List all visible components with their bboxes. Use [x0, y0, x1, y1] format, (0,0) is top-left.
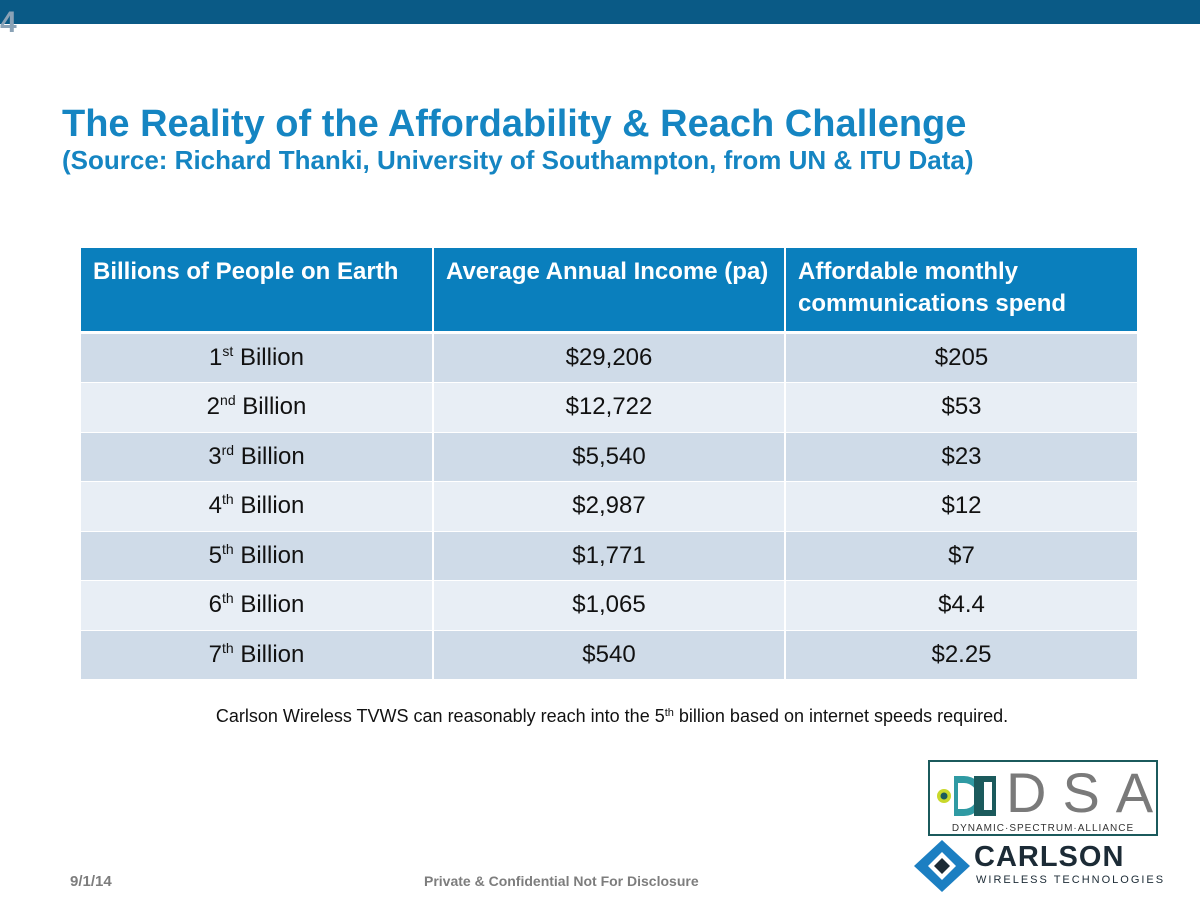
income-cell: $1,771	[433, 531, 786, 581]
top-banner-bar	[0, 0, 1200, 24]
header-billions: Billions of People on Earth	[81, 248, 434, 334]
header-income: Average Annual Income (pa)	[433, 248, 786, 334]
carlson-wordmark: CARLSON	[974, 841, 1125, 873]
confidentiality-notice: Private & Confidential Not For Disclosur…	[424, 873, 699, 889]
billion-cell: 7th Billion	[81, 630, 434, 680]
slide-title: The Reality of the Affordability & Reach…	[62, 103, 967, 145]
billion-cell: 1st Billion	[81, 332, 434, 383]
dsa-logo: DSA DYNAMIC·SPECTRUM·ALLIANCE	[928, 760, 1158, 836]
spend-cell: $2.25	[785, 630, 1137, 680]
billion-cell: 6th Billion	[81, 580, 434, 631]
dsa-letters: DSA	[1006, 761, 1170, 824]
slide-number: 4	[0, 6, 17, 39]
header-spend: Affordable monthly communications spend	[785, 248, 1137, 334]
income-cell: $1,065	[433, 580, 786, 631]
table-row: 5th Billion $1,771 $7	[81, 531, 1137, 581]
dsa-emblem-icon	[937, 776, 996, 816]
income-cell: $540	[433, 630, 786, 680]
dsa-tagline: DYNAMIC·SPECTRUM·ALLIANCE	[951, 823, 1135, 834]
table-header-row: Billions of People on Earth Average Annu…	[81, 248, 1137, 334]
billion-cell: 2nd Billion	[81, 382, 434, 433]
table-row: 4th Billion $2,987 $12	[81, 481, 1137, 532]
income-cell: $5,540	[433, 432, 786, 482]
income-table: Billions of People on Earth Average Annu…	[81, 248, 1137, 680]
footer-date: 9/1/14	[70, 873, 112, 890]
billion-cell: 5th Billion	[81, 531, 434, 581]
carlson-diamond-icon	[914, 840, 970, 892]
table-row: 2nd Billion $12,722 $53	[81, 382, 1137, 433]
billion-cell: 4th Billion	[81, 481, 434, 532]
table-row: 7th Billion $540 $2.25	[81, 630, 1137, 680]
carlson-tagline: WIRELESS TECHNOLOGIES	[976, 874, 1166, 886]
income-cell: $29,206	[433, 332, 786, 383]
income-cell: $2,987	[433, 481, 786, 532]
slide-subtitle: (Source: Richard Thanki, University of S…	[62, 145, 974, 175]
spend-cell: $4.4	[785, 580, 1137, 631]
table-row: 6th Billion $1,065 $4.4	[81, 580, 1137, 631]
carlson-logo: CARLSON WIRELESS TECHNOLOGIES	[910, 838, 1180, 894]
spend-cell: $7	[785, 531, 1137, 581]
table-row: 1st Billion $29,206 $205	[81, 332, 1137, 383]
billion-cell: 3rd Billion	[81, 432, 434, 482]
spend-cell: $53	[785, 382, 1137, 433]
spend-cell: $12	[785, 481, 1137, 532]
spend-cell: $23	[785, 432, 1137, 482]
income-cell: $12,722	[433, 382, 786, 433]
spend-cell: $205	[785, 332, 1137, 383]
table-row: 3rd Billion $5,540 $23	[81, 432, 1137, 482]
footnote: Carlson Wireless TVWS can reasonably rea…	[215, 706, 1009, 726]
